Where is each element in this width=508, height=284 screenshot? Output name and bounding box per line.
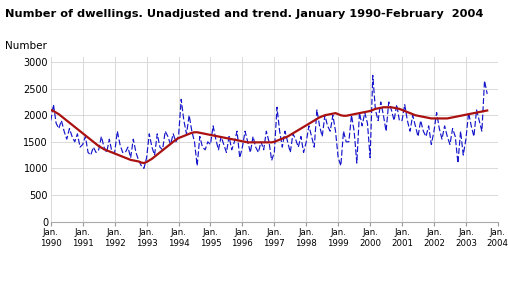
Text: Number of dwellings. Unadjusted and trend. January 1990-February  2004: Number of dwellings. Unadjusted and tren… [5,9,484,18]
Text: Number: Number [5,41,47,51]
